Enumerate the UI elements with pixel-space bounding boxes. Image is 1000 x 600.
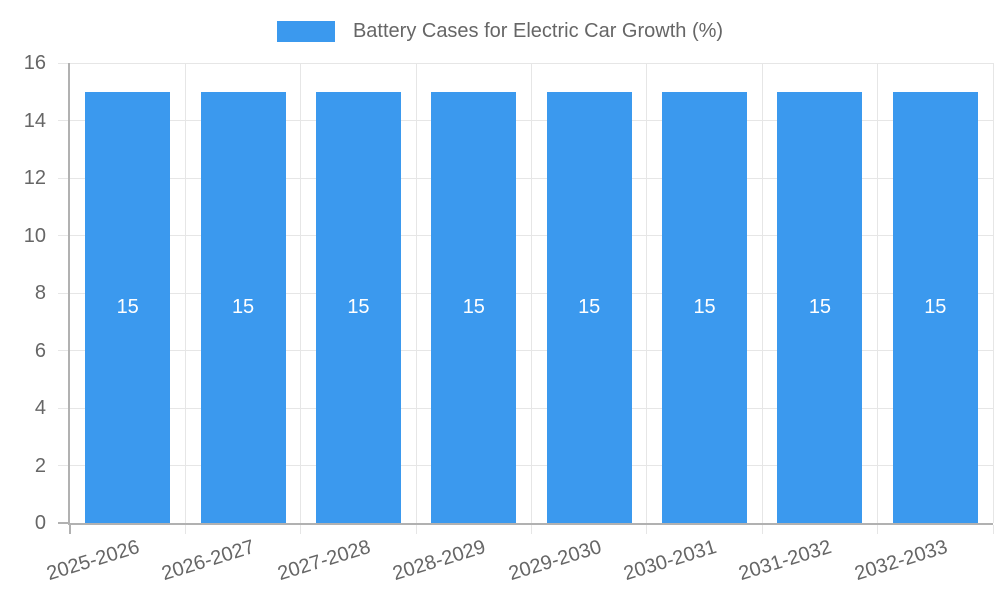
bar-value-label: 15 (116, 295, 139, 318)
v-gridline (531, 63, 532, 523)
x-tick-label: 2028-2029 (390, 536, 489, 586)
y-tick-mark (58, 62, 68, 64)
y-tick-label: 10 (23, 224, 46, 247)
v-gridline (877, 63, 879, 523)
v-gridline (415, 63, 417, 523)
y-tick-mark (58, 465, 68, 466)
v-gridline (761, 63, 763, 523)
y-tick-label: 12 (23, 167, 46, 189)
bar: 15 (892, 91, 978, 523)
x-tick-label: 2026-2027 (159, 536, 258, 586)
bar-value-label: 15 (924, 295, 947, 318)
legend-item[interactable]: Battery Cases for Electric Car Growth (%… (276, 19, 724, 43)
bar-value-label: 15 (808, 295, 832, 318)
bar-value-label: 15 (231, 295, 255, 318)
y-tick-label: 14 (23, 109, 46, 132)
y-tick-label: 8 (34, 282, 46, 304)
bar: 15 (546, 91, 632, 523)
legend-label: Battery Cases for Electric Car Growth (%… (352, 20, 724, 42)
y-tick-mark (58, 350, 68, 351)
legend: Battery Cases for Electric Car Growth (%… (0, 19, 1000, 43)
x-tick-label: 2029-2030 (505, 536, 604, 586)
y-tick-label: 2 (34, 454, 46, 477)
bar: 15 (85, 91, 171, 523)
x-tick-mark (415, 525, 417, 534)
bar-value-label: 15 (347, 295, 370, 318)
x-tick-label: 2031-2032 (736, 536, 835, 586)
v-gridline (646, 63, 648, 523)
bar: 15 (777, 91, 863, 523)
bar: 15 (315, 91, 401, 523)
bar: 15 (662, 91, 748, 523)
x-tick-label: 2027-2028 (274, 536, 373, 586)
y-tick-label: 0 (34, 512, 46, 534)
bar-value-label: 15 (578, 295, 601, 318)
bar-value-label: 15 (693, 295, 716, 318)
v-gridline (992, 63, 994, 523)
y-tick-mark (58, 522, 68, 524)
x-tick-mark (69, 525, 71, 534)
x-tick-label: 2032-2033 (851, 536, 950, 586)
v-gridline (184, 63, 186, 523)
v-gridline (300, 63, 302, 523)
bar-value-label: 15 (462, 295, 485, 318)
x-tick-mark (531, 525, 532, 534)
x-tick-label: 2025-2026 (44, 536, 143, 586)
y-axis-line (68, 63, 70, 525)
x-tick-mark (877, 525, 879, 534)
x-tick-mark (300, 525, 302, 534)
x-tick-mark (184, 525, 186, 534)
x-tick-mark (761, 525, 763, 534)
bar: 15 (200, 91, 286, 523)
legend-swatch (276, 20, 335, 42)
x-tick-label: 2030-2031 (621, 536, 719, 586)
bar: 15 (431, 91, 517, 523)
y-tick-mark (58, 407, 68, 409)
x-tick-mark (992, 525, 994, 534)
y-tick-mark (58, 235, 68, 236)
y-tick-mark (58, 177, 68, 179)
y-tick-mark (58, 120, 68, 121)
y-tick-label: 4 (34, 397, 46, 419)
y-tick-label: 6 (34, 339, 46, 362)
y-tick-mark (58, 292, 68, 294)
x-tick-mark (646, 525, 648, 534)
y-tick-label: 16 (23, 52, 46, 74)
x-axis-line (68, 523, 993, 525)
